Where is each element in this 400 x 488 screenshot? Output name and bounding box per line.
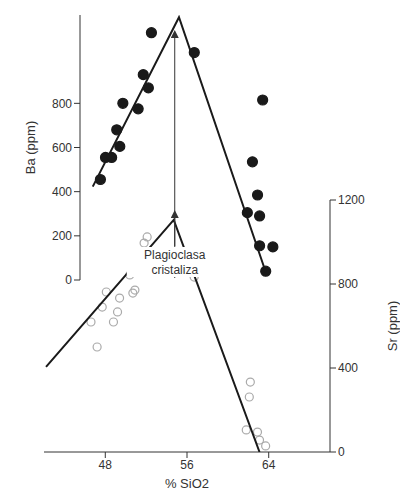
- svg-text:% SiO2: % SiO2: [165, 476, 209, 488]
- svg-text:Plagioclasa: Plagioclasa: [144, 248, 206, 262]
- svg-text:1200: 1200: [338, 193, 365, 207]
- svg-text:800: 800: [52, 97, 72, 111]
- svg-text:0: 0: [338, 445, 345, 459]
- svg-text:64: 64: [262, 458, 276, 472]
- svg-text:Sr (ppm): Sr (ppm): [385, 301, 392, 352]
- svg-text:400: 400: [338, 361, 358, 375]
- svg-text:Ba (ppm): Ba (ppm): [23, 121, 38, 174]
- svg-text:0: 0: [65, 273, 72, 287]
- svg-text:400: 400: [52, 185, 72, 199]
- svg-text:cristaliza: cristaliza: [151, 263, 198, 277]
- svg-text:48: 48: [99, 458, 113, 472]
- svg-text:200: 200: [52, 229, 72, 243]
- svg-text:600: 600: [52, 141, 72, 155]
- svg-text:800: 800: [338, 277, 358, 291]
- svg-text:56: 56: [180, 458, 194, 472]
